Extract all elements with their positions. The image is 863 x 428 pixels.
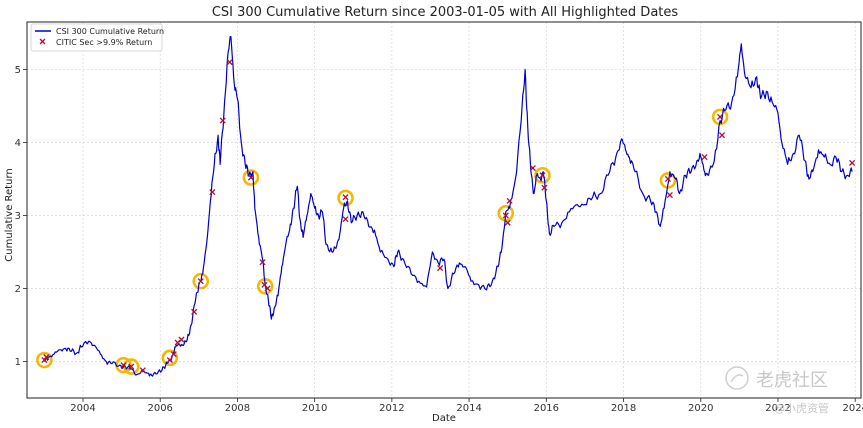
- watermark: 老虎社区 @小虎资管: [725, 366, 829, 415]
- x-marker: [41, 356, 48, 364]
- x-marker: [128, 363, 135, 370]
- y-tick-label: 2: [15, 284, 21, 295]
- x-marker: [529, 164, 536, 172]
- plot-area-frame: [26, 21, 862, 399]
- x-tick-label: 2020: [688, 403, 713, 414]
- grid: [27, 22, 861, 398]
- highlight-circle: [161, 349, 179, 367]
- x-marker: [247, 174, 255, 181]
- series-line-layer: [43, 36, 853, 377]
- x-marker: [226, 59, 233, 66]
- x-marker: [666, 191, 673, 199]
- x-tick-label: 2016: [534, 403, 559, 414]
- y-axis-label: Cumulative Return: [4, 168, 15, 261]
- x-marker: [541, 184, 548, 191]
- legend-box: [30, 23, 163, 52]
- highlight-circle: [242, 169, 260, 186]
- x-marker: [259, 259, 266, 266]
- legend-entry-line: CSI 300 Cumulative Return: [56, 27, 164, 36]
- x-marker: [539, 172, 546, 179]
- x-marker: [209, 189, 216, 196]
- x-marker: [342, 194, 349, 201]
- x-marker: [264, 285, 271, 292]
- legend: CSI 300 Cumulative Return CITIC Sec >9.9…: [30, 23, 164, 52]
- x-tick-label: 2024: [842, 403, 863, 414]
- x-marker: [701, 154, 708, 161]
- x-marker: [166, 356, 173, 364]
- y-tick-label: 5: [15, 65, 21, 76]
- x-tick-label: 2004: [70, 403, 95, 414]
- x-tick-label: 2006: [147, 403, 172, 414]
- highlight-circle: [36, 351, 53, 369]
- x-tick-label: 2010: [302, 403, 327, 414]
- y-axis-ticks: 1 2 3 4 5: [15, 65, 27, 368]
- chart-title: CSI 300 Cumulative Return since 2003-01-…: [212, 5, 679, 20]
- legend-entry-markers: CITIC Sec >9.9% Return: [56, 38, 152, 47]
- watermark-brand: 老虎社区: [756, 370, 828, 391]
- x-axis-label: Date: [432, 413, 456, 424]
- highlight-circle: [534, 167, 551, 184]
- y-tick-label: 1: [15, 357, 21, 368]
- x-tick-label: 2022: [765, 403, 790, 414]
- series-line-csi300: [43, 36, 853, 377]
- x-marker: [506, 197, 513, 204]
- x-marker: [502, 212, 509, 219]
- x-tick-label: 2012: [379, 403, 404, 414]
- x-marker: [664, 175, 672, 183]
- x-axis-ticks: 2004 2006 2008 2010 2012 2014 2016 2018 2020 2022…: [70, 398, 863, 414]
- x-marker: [342, 216, 349, 223]
- x-marker: [219, 117, 226, 124]
- x-marker: [191, 308, 198, 315]
- highlight-circle: [711, 108, 729, 126]
- x-tick-label: 2014: [456, 403, 481, 414]
- x-marker: [170, 351, 177, 358]
- x-marker: [178, 336, 185, 343]
- x-marker: [504, 219, 511, 226]
- highlight-circle: [256, 277, 274, 295]
- x-marker: [43, 354, 50, 361]
- x-marker: [717, 113, 724, 120]
- y-tick-label: 3: [15, 211, 21, 222]
- watermark-handle: @小虎资管: [774, 401, 829, 415]
- x-marker: [849, 159, 856, 166]
- x-tick-label: 2018: [611, 403, 636, 414]
- x-marker: [139, 367, 146, 374]
- x-marker: [718, 132, 726, 139]
- y-tick-label: 4: [15, 138, 21, 149]
- x-marker: [174, 339, 181, 346]
- x-marker: [197, 278, 204, 285]
- tiger-logo-stroke: [730, 374, 744, 383]
- tiger-logo-icon: [725, 366, 749, 390]
- highlight-circle: [192, 272, 210, 290]
- x-tick-label: 2008: [225, 403, 250, 414]
- x-marker-layer: [41, 59, 856, 374]
- legend-x-swatch: [39, 38, 46, 45]
- x-marker: [120, 362, 127, 369]
- x-marker: [437, 264, 444, 272]
